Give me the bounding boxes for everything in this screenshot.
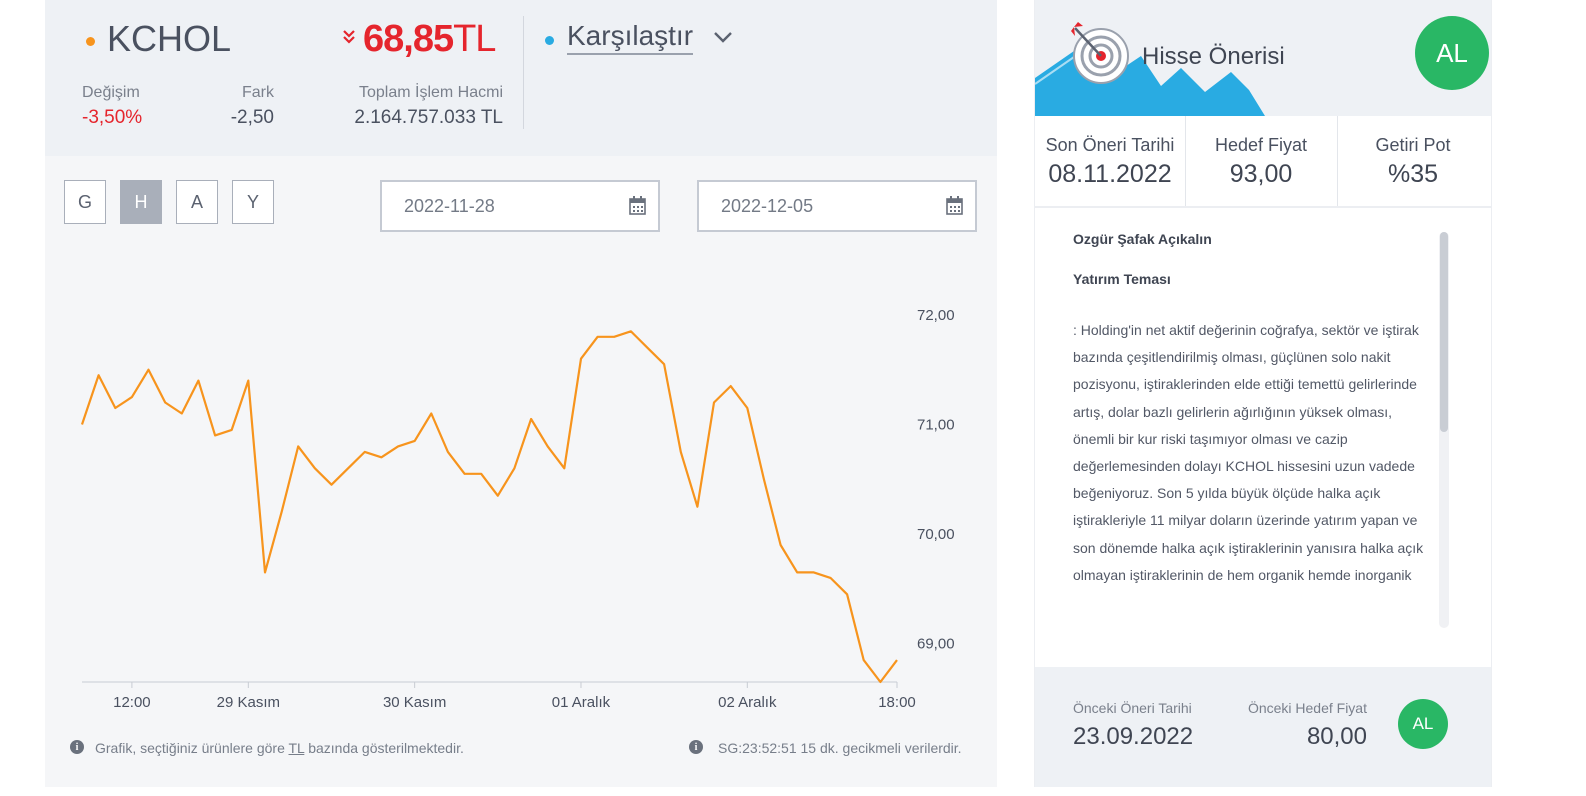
metric-divider [1185,116,1186,207]
previous-date-value: 23.09.2022 [1073,723,1194,750]
metric-divider [1337,116,1338,207]
last-recommendation-date-label: Son Öneri Tarihi [1045,135,1175,155]
investment-theme-label: Yatırım Teması [1073,271,1171,287]
recommendation-header: Hisse Önerisi AL [1035,0,1491,116]
scrollbar-thumb[interactable] [1440,232,1448,432]
price-currency: TL [453,18,496,60]
currency-link: TL [288,740,305,756]
ticker-dot [86,37,95,46]
end-date-input[interactable] [697,180,977,232]
change-label: Değişim [82,84,140,101]
target-price-label: Hedef Fiyat [1214,135,1308,155]
period-button-h[interactable]: H [120,180,162,224]
return-potential-value: %35 [1387,160,1439,188]
diff-value: -2,50 [230,107,274,128]
target-price-value: 93,00 [1229,160,1293,188]
y-tick-label: 71,00 [917,416,955,433]
data-delay-note: SG:23:52:51 15 dk. gecikmeli verilerdir. [718,740,962,756]
x-tick-label: 18:00 [878,694,916,711]
text-scrollbar[interactable] [1439,232,1449,628]
target-arrow-icon [1071,22,1131,89]
x-tick-label: 02 Aralık [718,694,777,711]
recommendation-panel: Hisse Önerisi AL Son Öneri Tarihi 08.11.… [1034,0,1492,787]
chevron-down-icon[interactable] [713,30,733,49]
return-potential-label: Getiri Pot [1375,135,1451,155]
x-tick-label: 30 Kasım [383,694,446,711]
x-tick-label: 29 Kasım [217,694,280,711]
analyst-name: Ozgür Şafak Açıkalın [1073,231,1212,247]
x-tick-label: 12:00 [113,694,151,711]
start-date-input[interactable] [380,180,660,232]
chart-currency-note: Grafik, seçtiğiniz ürünlere göre TL bazı… [95,740,464,756]
x-tick-label: 01 Aralık [552,694,611,711]
double-chevron-down-icon [343,30,355,44]
recommendation-badge: AL [1415,16,1489,90]
stock-chart-panel: KCHOL 68,85TL Değişim -3,50% Fark -2,50 … [45,0,997,787]
previous-date-label: Önceki Öneri Tarihi [1073,700,1192,716]
quote-header: KCHOL 68,85TL Değişim -3,50% Fark -2,50 … [45,0,997,156]
previous-recommendation-badge: AL [1398,699,1448,749]
period-button-y[interactable]: Y [232,180,274,224]
last-recommendation-date: 08.11.2022 [1048,160,1172,188]
header-divider [523,16,524,129]
change-value: -3,50% [82,107,143,128]
previous-recommendation: Önceki Öneri Tarihi 23.09.2022 Önceki He… [1035,667,1491,787]
calendar-icon[interactable] [629,196,646,220]
previous-target-value: 80,00 [1306,723,1367,750]
y-tick-label: 69,00 [917,636,955,653]
last-price: 68,85TL [363,18,496,60]
y-tick-label: 70,00 [917,526,955,543]
y-tick-label: 72,00 [917,307,955,324]
previous-target-label: Önceki Hedef Fiyat [1247,700,1367,716]
compare-dot [545,36,554,45]
compare-dropdown[interactable]: Karşılaştır [567,20,694,55]
period-button-g[interactable]: G [64,180,106,224]
investment-theme-text: : Holding'in net aktif değerinin coğrafy… [1073,322,1424,583]
info-icon: i [689,740,703,754]
volume-label: Toplam İşlem Hacmi [358,84,503,101]
recommendation-title: Hisse Önerisi [1142,43,1285,70]
price-series-line [80,330,898,684]
metrics-divider [1035,206,1491,208]
calendar-icon[interactable] [946,196,963,220]
volume-value: 2.164.757.033 TL [354,107,503,128]
price-line-chart[interactable]: 12:00 29 Kasım 30 Kasım 01 Aralık 02 Aralık 1… [45,0,997,730]
info-icon: i [70,740,84,754]
ticker-symbol: KCHOL [107,18,232,59]
diff-label: Fark [242,84,274,101]
period-button-a[interactable]: A [176,180,218,224]
